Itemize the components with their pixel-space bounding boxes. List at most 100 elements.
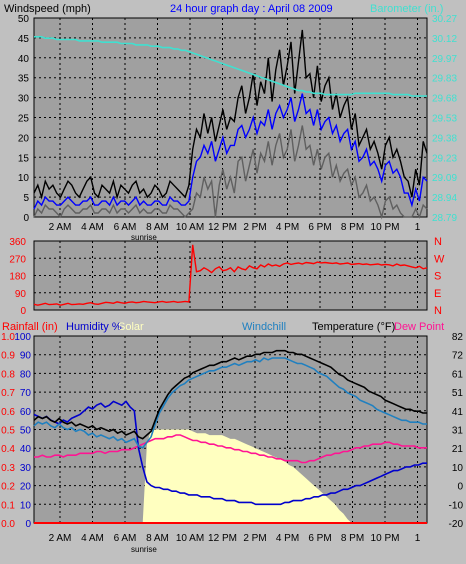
x-tick-label: 6 AM	[114, 222, 137, 233]
y-tick-label: 28.79	[432, 213, 457, 224]
direction-panel-grid	[34, 241, 427, 310]
y-tick-label: 25	[18, 114, 30, 125]
y-tick-label: 31	[452, 426, 464, 437]
x-tick-label: 10 AM	[176, 222, 204, 233]
direction-letter: N	[434, 305, 442, 317]
x-tick-label: 12 PM	[208, 533, 237, 544]
direction-letter: E	[434, 288, 441, 300]
y-tick-label: 40	[18, 54, 30, 65]
y-tick-label: 10	[20, 500, 32, 511]
y-tick-label: 29.97	[432, 54, 457, 65]
direction-line	[33, 244, 428, 306]
x-tick-label: 4 PM	[276, 222, 299, 233]
y-tick-label: 60	[20, 407, 32, 418]
windchill-line	[33, 357, 427, 449]
solar-label: Solar	[118, 321, 144, 333]
wind-y-axis: 0 5 10 15 20 25 30 35 40 45 50	[18, 14, 30, 224]
y-tick-label: 360	[9, 237, 26, 248]
direction-panel-marks	[33, 244, 428, 306]
barometer-line	[34, 35, 427, 97]
y-tick-label: 29.53	[432, 114, 457, 125]
y-tick-label: 50	[18, 14, 30, 25]
x-tick-label: 6 PM	[308, 222, 331, 233]
y-tick-label: 90	[20, 351, 32, 362]
y-tick-label: 0	[20, 306, 26, 317]
chart-title: 24 hour graph day : April 08 2009	[170, 3, 333, 15]
y-tick-label: 30.27	[432, 14, 457, 25]
y-tick-label: 100	[14, 332, 31, 343]
x-tick-label: 8 AM	[146, 533, 169, 544]
x-tick-label: 2 AM	[49, 222, 72, 233]
y-tick-label: 41	[452, 407, 464, 418]
y-tick-label: 180	[9, 272, 26, 283]
x-tick-label: 4 PM	[276, 533, 299, 544]
direction-y-axis: 0 90 180 270 360	[9, 237, 26, 317]
y-tick-label: 20	[20, 482, 32, 493]
y-tick-label: 35	[18, 74, 30, 85]
y-tick-label: -20	[449, 519, 464, 530]
y-tick-label: 0.8	[1, 369, 15, 380]
y-tick-label: 30	[20, 463, 32, 474]
y-tick-label: 0.4	[1, 444, 15, 455]
x-tick-label: 4 AM	[81, 533, 104, 544]
y-tick-label: 72	[452, 351, 464, 362]
x-tick-label: 1	[415, 533, 421, 544]
dew-point-label: Dew Point	[394, 321, 444, 333]
x-tick-label: 8 PM	[341, 533, 364, 544]
x-tick-label: 12 PM	[208, 222, 237, 233]
y-tick-label: 80	[20, 369, 32, 380]
y-tick-label: 51	[452, 388, 464, 399]
wind-panel-marks	[33, 29, 428, 220]
direction-letter: S	[434, 271, 441, 283]
y-tick-label: 29.38	[432, 133, 457, 144]
y-tick-label: 0.7	[1, 388, 15, 399]
y-tick-label: 30.12	[432, 34, 457, 45]
wind-avg-line	[33, 93, 428, 210]
y-tick-label: 1.0	[1, 332, 15, 343]
y-tick-label: 29.83	[432, 74, 457, 85]
temperature-label: Temperature (°F)	[312, 321, 395, 333]
bottom-header: Rainfall (in) Humidity % Solar Windchill…	[2, 321, 444, 333]
barometer-y-axis: 28.79 28.94 29.09 29.23 29.38 29.53 29.68 29.83…	[432, 14, 457, 224]
y-tick-label: 0.5	[1, 426, 15, 437]
y-tick-label: 20	[18, 133, 30, 144]
rainfall-label: Rainfall (in)	[2, 321, 58, 333]
y-tick-label: 0.6	[1, 407, 15, 418]
direction-letter: W	[434, 253, 445, 265]
x-tick-label: 2 PM	[243, 222, 266, 233]
y-tick-label: 30	[18, 94, 30, 105]
windspeed-label: Windspeed (mph)	[4, 3, 91, 15]
y-tick-label: 10	[18, 173, 30, 184]
x-tick-label: 10 AM	[176, 533, 204, 544]
windchill-label: Windchill	[242, 321, 286, 333]
sunrise-label: sunrise	[131, 233, 157, 242]
y-tick-label: 0.1	[1, 500, 15, 511]
y-tick-label: 5	[23, 193, 29, 204]
dew-point-line	[34, 434, 427, 464]
y-tick-label: 0.9	[1, 351, 15, 362]
humidity-label: Humidity %	[66, 321, 122, 333]
x-tick-label: 8 AM	[146, 222, 169, 233]
y-tick-label: 29.09	[432, 173, 457, 184]
y-tick-label: 0	[25, 519, 31, 530]
humidity-line	[33, 400, 427, 506]
x-tick-label: 10 PM	[371, 533, 400, 544]
y-tick-label: 15	[18, 153, 30, 164]
temperature-line	[33, 349, 427, 440]
y-tick-label: 28.94	[432, 193, 457, 204]
x-tick-label: 6 AM	[114, 533, 137, 544]
y-tick-label: 40	[20, 444, 32, 455]
temperature-panel-grid	[34, 336, 427, 523]
x-tick-label: 1	[415, 222, 421, 233]
temperature-y-axis: -20 -10 0 10 21 31 41 51 61 72 82	[449, 332, 464, 530]
x-tick-label: 10 PM	[371, 222, 400, 233]
y-tick-label: 0.3	[1, 463, 15, 474]
x-tick-label: 2 PM	[243, 533, 266, 544]
barometer-label: Barometer (in.)	[370, 3, 443, 15]
x-tick-label: 4 AM	[81, 222, 104, 233]
x-tick-label: 6 PM	[308, 533, 331, 544]
y-tick-label: 70	[20, 388, 32, 399]
